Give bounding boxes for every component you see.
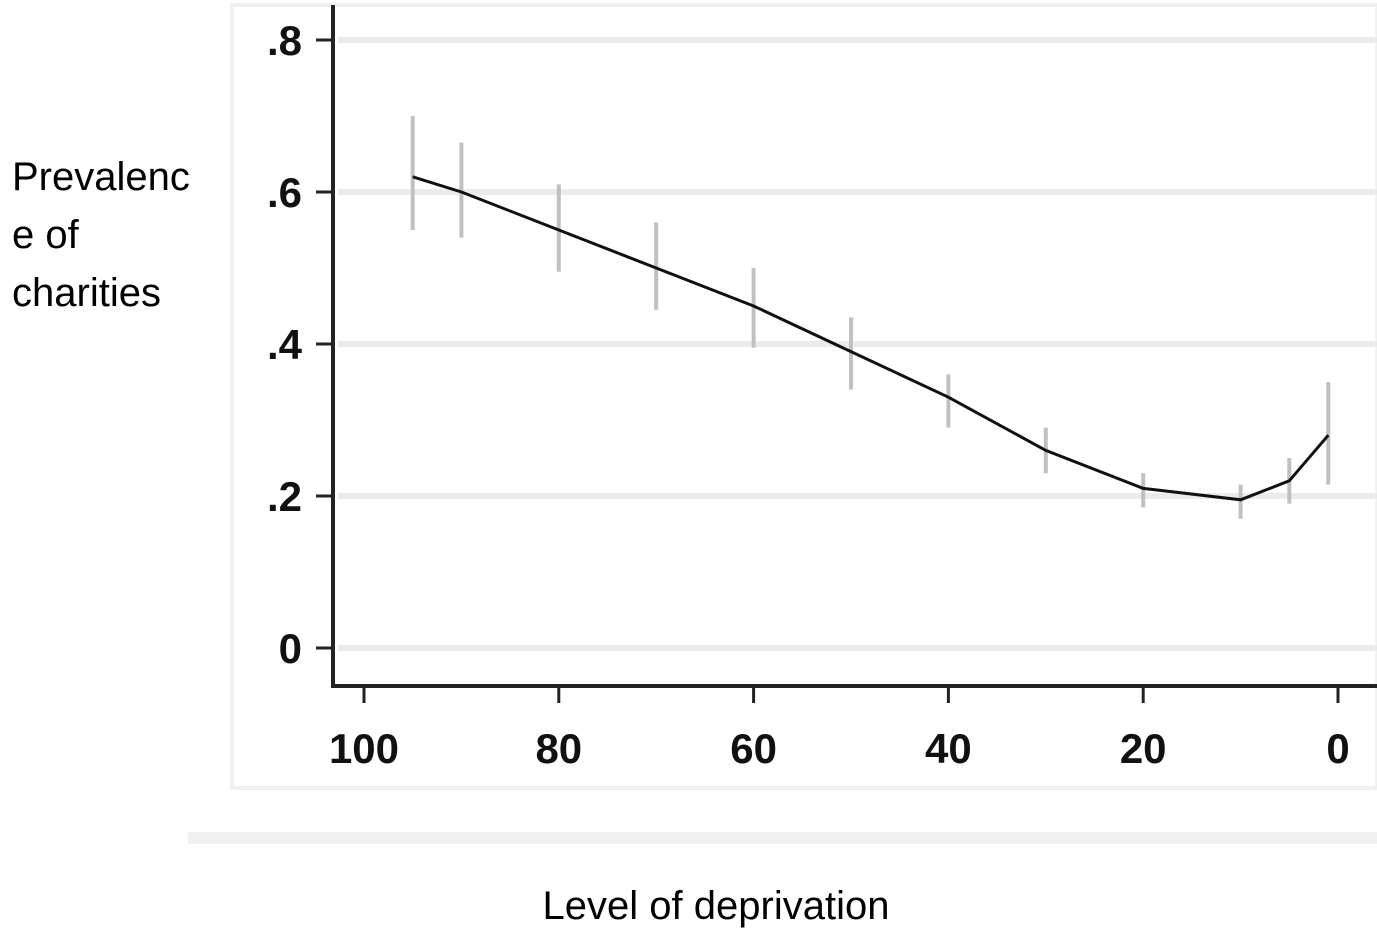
x-tick-label-3: 40 [925, 725, 972, 772]
y-tick-label-1: .2 [267, 473, 302, 520]
plot-region-frame [230, 3, 1377, 790]
y-axis-label-line-3: charities [12, 271, 161, 315]
y-axis-label-line-2: e of [12, 213, 79, 257]
y-axis-label-line-1: Prevalenc [12, 155, 190, 199]
y-tick-label-2: .4 [267, 321, 303, 368]
y-tick-label-3: .6 [267, 169, 302, 216]
x-axis-ticks: 100 80 60 40 20 0 [329, 686, 1350, 772]
x-tick-label-4: 20 [1120, 725, 1167, 772]
x-tick-label-5: 0 [1326, 725, 1349, 772]
y-axis-label: Prevalenc e of charities [12, 148, 190, 322]
x-tick-label-2: 60 [730, 725, 777, 772]
x-tick-label-0: 100 [329, 725, 399, 772]
x-tick-label-1: 80 [535, 725, 582, 772]
series-line [412, 175, 1330, 502]
y-tick-label-4: .8 [267, 17, 302, 64]
lower-separator [188, 832, 1377, 844]
y-tick-label-0: 0 [279, 625, 302, 672]
x-axis-label: Level of deprivation [542, 884, 890, 928]
y-axis-ticks: 0 .2 .4 .6 .8 [267, 17, 333, 672]
